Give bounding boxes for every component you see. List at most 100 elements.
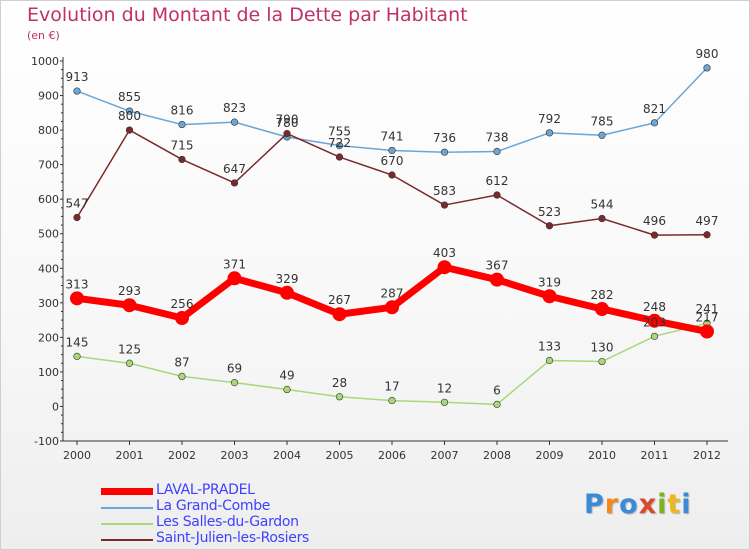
x-tick-label: 2007 [431, 449, 459, 462]
data-point [545, 356, 554, 365]
y-tick-label: -100 [34, 435, 59, 448]
legend-label: La Grand-Combe [156, 498, 271, 514]
y-tick-label: 100 [38, 366, 59, 379]
data-point [230, 118, 239, 126]
data-label: 145 [66, 335, 89, 349]
data-point [178, 155, 186, 164]
data-label: 267 [328, 293, 351, 307]
data-point [125, 126, 134, 134]
data-point [125, 359, 134, 367]
data-point [598, 131, 606, 139]
x-tick-label: 2004 [273, 449, 301, 462]
data-point [650, 119, 659, 127]
x-tick-label: 2002 [168, 449, 196, 462]
legend-swatch [101, 539, 153, 541]
y-tick-label: 300 [38, 297, 59, 310]
x-tick-label: 2011 [641, 449, 669, 462]
x-tick-label: 2005 [326, 449, 354, 462]
logo-letter: x [638, 489, 658, 520]
data-label: 583 [433, 184, 456, 198]
data-point [388, 146, 396, 155]
data-point [493, 400, 501, 408]
data-point [700, 324, 714, 339]
data-label: 313 [66, 277, 89, 291]
data-point [545, 222, 554, 230]
y-tick-label: 600 [38, 193, 59, 206]
data-point [335, 153, 344, 161]
data-label: 12 [437, 381, 452, 395]
logo-letter: o [619, 489, 639, 520]
data-label: 647 [223, 162, 246, 176]
data-point [595, 302, 609, 317]
data-point [73, 87, 81, 95]
data-point [437, 260, 452, 275]
chart-subtitle: (en €) [27, 29, 60, 42]
data-label: 855 [118, 90, 141, 104]
data-label: 792 [538, 112, 561, 126]
data-label: 248 [643, 300, 666, 314]
data-point [70, 291, 84, 306]
data-label: 736 [433, 131, 456, 145]
logo-letter: t [667, 489, 682, 520]
legend-swatch [101, 488, 153, 495]
data-label: 544 [591, 198, 614, 212]
x-tick-label: 2003 [221, 449, 249, 462]
data-label: 17 [384, 380, 399, 394]
proxiti-logo: Proxiti [584, 489, 692, 520]
data-label: 6 [493, 383, 501, 397]
data-point [388, 396, 396, 405]
data-point [440, 398, 449, 406]
data-point [332, 307, 347, 322]
y-tick-label: 400 [38, 262, 59, 275]
data-point [647, 313, 662, 328]
data-label: 790 [276, 113, 299, 127]
data-label: 367 [486, 259, 509, 273]
data-label: 722 [328, 136, 351, 150]
data-point [703, 231, 711, 239]
data-label: 28 [332, 376, 347, 390]
data-label: 523 [538, 205, 561, 219]
data-label: 241 [696, 302, 719, 316]
data-point [227, 271, 242, 286]
data-label: 497 [696, 214, 719, 228]
data-point [178, 372, 186, 381]
logo-letter: i [681, 489, 692, 520]
data-point [490, 272, 504, 287]
data-point [178, 120, 186, 129]
y-tick-label: 200 [38, 331, 59, 344]
legend-label: Les Salles-du-Gardon [156, 514, 299, 530]
data-point [542, 289, 557, 304]
data-label: 816 [171, 104, 194, 118]
legend-label: LAVAL-PRADEL [156, 482, 255, 498]
data-label: 913 [66, 70, 89, 84]
data-label: 49 [279, 369, 294, 383]
y-tick-label: 1000 [31, 55, 59, 68]
data-point [335, 393, 344, 401]
data-point [598, 214, 606, 223]
data-label: 403 [433, 246, 456, 260]
data-point [230, 179, 239, 187]
data-label: 282 [591, 288, 614, 302]
data-label: 329 [276, 272, 299, 286]
data-label: 612 [486, 174, 509, 188]
data-label: 371 [223, 257, 246, 271]
data-label: 785 [591, 114, 614, 128]
data-point [335, 142, 344, 150]
data-point [598, 357, 606, 366]
x-tick-label: 2006 [378, 449, 406, 462]
data-point [650, 231, 659, 239]
y-tick-label: 0 [52, 400, 59, 413]
data-point [230, 379, 239, 387]
data-label: 125 [118, 342, 141, 356]
data-point [650, 332, 659, 340]
data-label: 319 [538, 275, 561, 289]
data-label: 217 [696, 310, 719, 324]
data-point [545, 129, 554, 137]
data-label: 256 [171, 297, 194, 311]
data-label: 287 [381, 286, 404, 300]
data-point [493, 191, 501, 199]
data-label: 496 [643, 214, 666, 228]
data-point [703, 64, 711, 72]
data-label: 130 [591, 341, 614, 355]
data-label: 87 [174, 355, 189, 369]
